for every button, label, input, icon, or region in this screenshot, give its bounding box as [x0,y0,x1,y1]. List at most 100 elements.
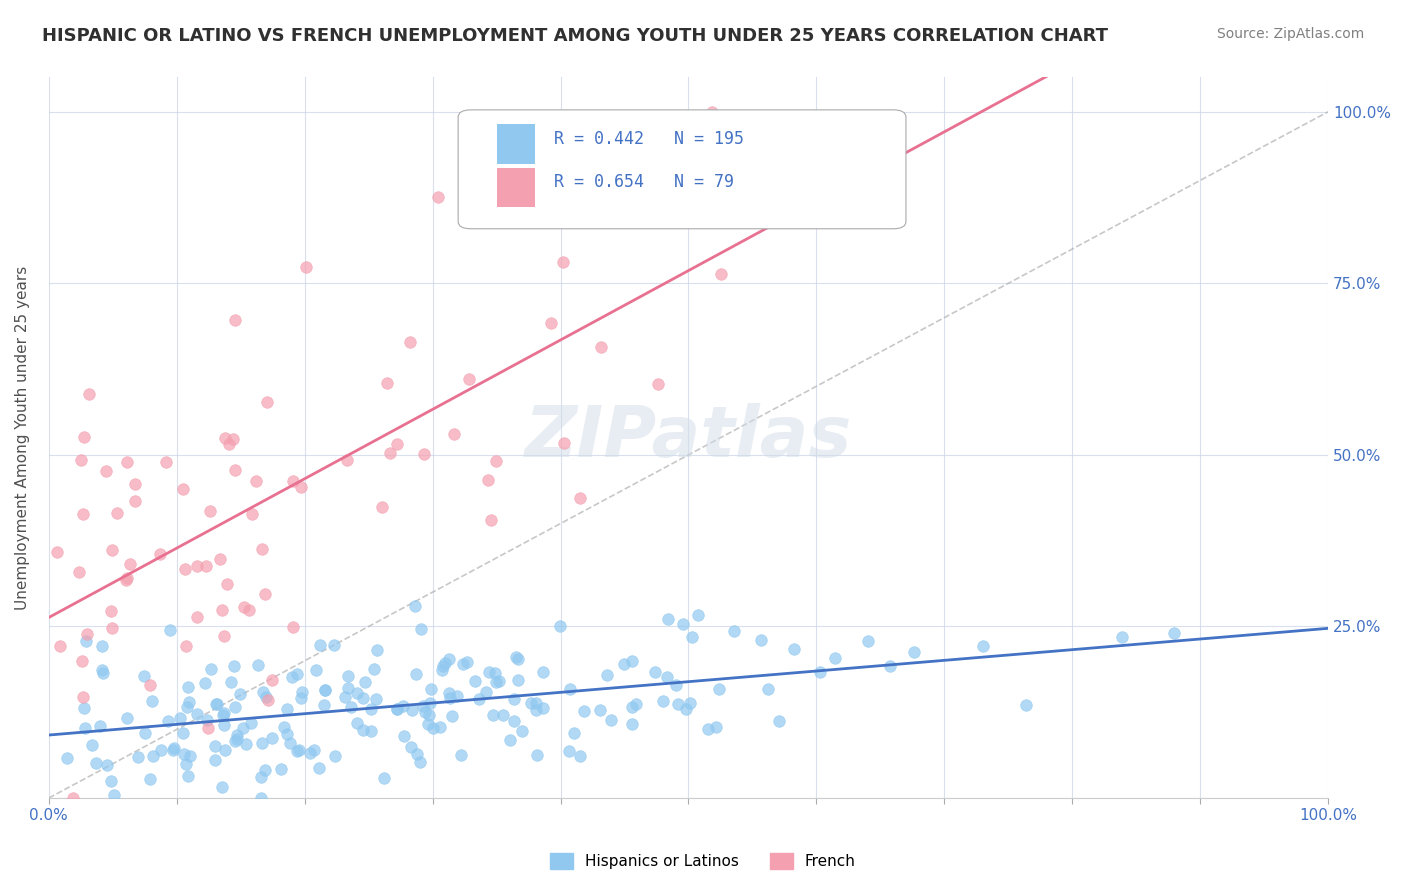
Point [179,695,201,709]
Point [657,670,679,684]
Point [413,705,436,719]
Point [276,702,298,716]
Point [155,455,177,469]
Point [103,788,125,802]
Point [479,513,502,527]
Point [751,633,773,648]
Point [90,663,112,677]
Point [510,724,533,739]
Point [457,372,479,386]
Point [141,694,163,708]
Point [235,737,257,751]
Point [262,731,284,745]
Point [194,676,217,690]
Point [308,760,330,774]
Point [91,665,114,680]
Point [254,690,277,705]
Point [568,749,591,764]
Point [224,313,246,327]
Text: ZIPatlas: ZIPatlas [524,403,852,472]
Point [644,665,666,680]
Text: R = 0.654   N = 79: R = 0.654 N = 79 [554,173,734,191]
Point [172,482,194,496]
Point [149,547,172,561]
Point [211,780,233,795]
Text: HISPANIC OR LATINO VS FRENCH UNEMPLOYMENT AMONG YOUTH UNDER 25 YEARS CORRELATION: HISPANIC OR LATINO VS FRENCH UNEMPLOYMEN… [42,27,1108,45]
Point [346,686,368,700]
Point [273,719,295,733]
Point [526,747,548,762]
Point [132,669,155,683]
Point [558,682,581,697]
Point [195,558,218,573]
Point [179,748,201,763]
Point [352,723,374,738]
Bar [496,168,534,207]
Point [224,659,246,673]
Point [446,689,468,703]
Point [250,736,273,750]
Point [443,427,465,442]
Point [278,736,301,750]
Point [204,753,226,767]
Point [339,700,361,714]
Point [621,717,644,731]
Point [354,674,377,689]
Point [281,474,304,488]
Point [212,706,235,721]
Point [665,677,688,691]
Point [681,630,703,644]
Point [228,687,250,701]
Point [416,717,439,731]
Point [399,334,422,349]
Point [186,609,208,624]
Point [666,697,689,711]
Point [439,686,461,700]
Point [281,620,304,634]
Point [541,111,564,125]
Point [285,744,308,758]
Point [679,696,702,710]
Point [233,600,256,615]
Point [647,377,669,392]
Point [620,700,643,714]
Point [1163,626,1185,640]
Point [96,758,118,772]
Point [697,722,720,736]
Point [260,673,283,687]
Point [200,662,222,676]
Point [505,650,527,665]
Point [412,699,434,714]
Point [508,652,530,666]
Point [519,696,541,710]
Point [177,769,200,783]
Point [652,694,675,708]
Point [430,663,453,677]
Point [620,654,643,668]
Point [211,603,233,617]
Point [558,744,581,758]
Point [450,747,472,762]
Point [105,506,128,520]
Point [100,542,122,557]
Point [172,726,194,740]
Point [246,658,269,673]
Point [385,437,408,451]
Point [401,703,423,717]
Point [420,681,443,696]
Point [531,665,554,680]
Point [302,743,325,757]
Point [1111,631,1133,645]
Point [418,708,440,723]
Point [94,464,117,478]
Point [139,772,162,787]
Point [207,698,229,712]
Point [477,473,499,487]
Point [540,316,562,330]
Point [482,707,505,722]
Point [117,571,139,585]
Point [298,746,321,760]
Point [76,627,98,641]
Point [360,702,382,716]
Point [654,132,676,146]
